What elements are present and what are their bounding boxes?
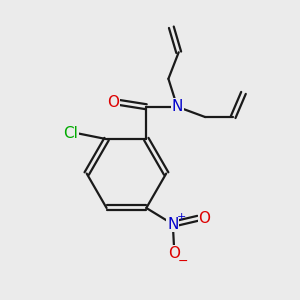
- Text: N: N: [172, 99, 183, 114]
- Text: O: O: [107, 95, 119, 110]
- Text: +: +: [176, 212, 186, 222]
- Text: N: N: [167, 217, 178, 232]
- Text: Cl: Cl: [63, 126, 78, 141]
- Text: O: O: [168, 246, 180, 261]
- Text: −: −: [177, 255, 188, 268]
- Text: O: O: [198, 211, 210, 226]
